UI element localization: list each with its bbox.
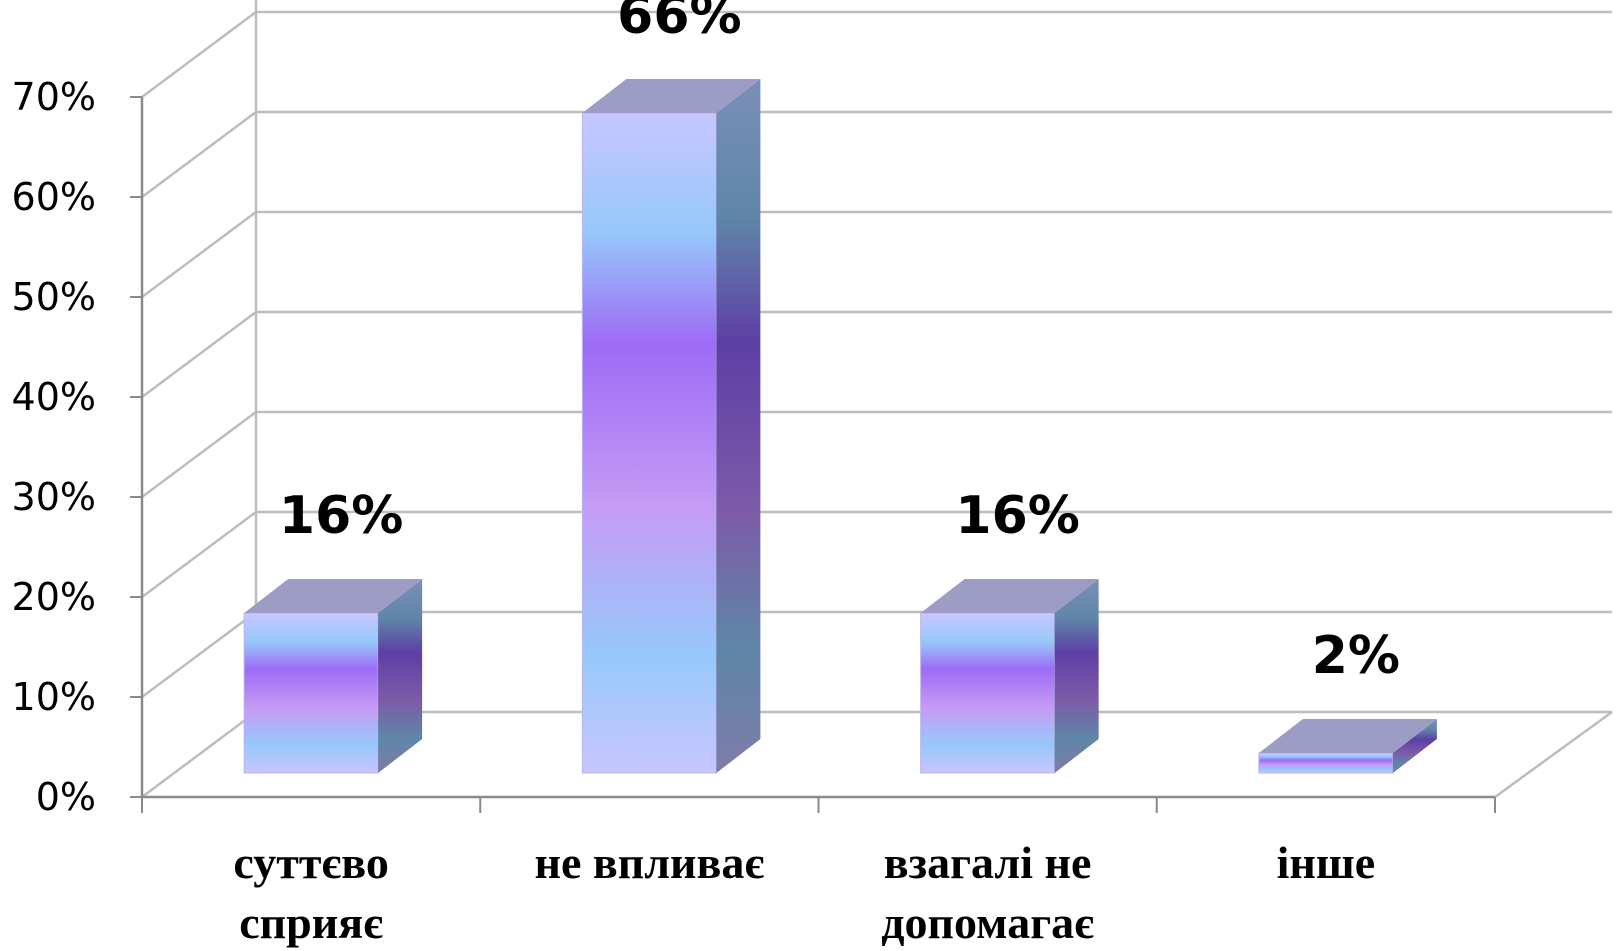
gridline-side xyxy=(141,710,257,799)
data-label: 2% xyxy=(1312,626,1400,686)
gridline-side xyxy=(141,310,257,399)
y-tick-label: 40% xyxy=(12,375,96,419)
bar-top xyxy=(920,579,1099,613)
bar-top xyxy=(1258,719,1437,753)
y-tick-label: 10% xyxy=(12,675,96,719)
floor-right-edge xyxy=(1494,710,1613,799)
category-label: не впливає xyxy=(534,837,764,888)
y-tick-label: 70% xyxy=(12,75,96,119)
bar-front xyxy=(920,612,1056,774)
bar-top xyxy=(244,579,423,613)
bar-top xyxy=(582,79,761,113)
y-tick-label: 20% xyxy=(12,575,96,619)
category-label: сприяє xyxy=(239,897,383,948)
data-label: 16% xyxy=(955,486,1079,546)
y-tick-label: 0% xyxy=(36,775,96,819)
y-tick-label: 30% xyxy=(12,475,96,519)
category-label: взагалі не xyxy=(884,837,1092,888)
gridline-side xyxy=(141,210,257,299)
bar xyxy=(920,579,1099,774)
bar xyxy=(243,579,423,774)
bar-side xyxy=(1392,719,1437,773)
bar xyxy=(1258,719,1437,774)
grid-layer xyxy=(130,0,1613,813)
bar xyxy=(581,79,761,774)
bar-front xyxy=(581,112,717,774)
bar-layer xyxy=(243,79,1437,774)
data-label: 16% xyxy=(279,486,403,546)
text-layer: 0% 10% 20% 30% 40% 50% 60% 70% 16% суттєво сприяє 6… xyxy=(12,0,1400,948)
data-label: 66% xyxy=(617,0,741,46)
gridline-side xyxy=(141,610,257,699)
gridline-side xyxy=(141,410,257,499)
bar-front xyxy=(243,612,379,774)
bar-side xyxy=(1054,579,1099,773)
gridline-side xyxy=(141,10,257,99)
y-tick-label: 60% xyxy=(12,175,96,219)
bar-side xyxy=(716,79,761,773)
category-label: суттєво xyxy=(233,837,388,888)
y-tick-label: 50% xyxy=(12,275,96,319)
gridline-side xyxy=(141,110,257,199)
bar-side xyxy=(378,579,423,773)
gridline-side xyxy=(141,510,257,599)
category-label: допомагає xyxy=(881,897,1094,948)
bar-front xyxy=(1258,752,1394,774)
category-label: інше xyxy=(1277,837,1376,888)
